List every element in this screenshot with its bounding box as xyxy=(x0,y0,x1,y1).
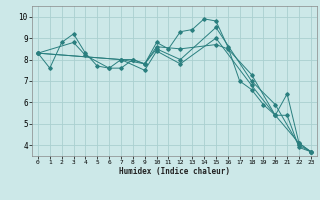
X-axis label: Humidex (Indice chaleur): Humidex (Indice chaleur) xyxy=(119,167,230,176)
